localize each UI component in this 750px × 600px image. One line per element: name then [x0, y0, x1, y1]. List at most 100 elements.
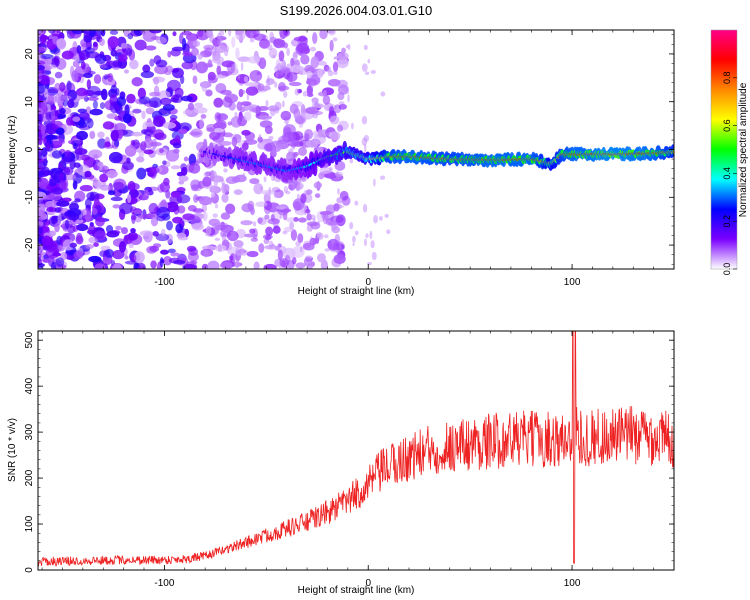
noise-blob [41, 124, 46, 136]
noise-blob [94, 263, 106, 269]
noise-blob [380, 91, 386, 97]
noise-blob [126, 157, 131, 164]
noise-blob [94, 181, 102, 190]
noise-blob [286, 48, 290, 57]
noise-blob [221, 193, 229, 203]
noise-blob [210, 185, 217, 193]
noise-blob [170, 252, 180, 257]
noise-blob [222, 96, 233, 108]
noise-blob [317, 68, 324, 79]
noise-blob [257, 136, 263, 143]
noise-blob [226, 230, 239, 242]
noise-blob [140, 70, 155, 79]
noise-blob [249, 228, 256, 234]
noise-blob [152, 231, 159, 237]
noise-blob [39, 178, 49, 190]
noise-blob [159, 256, 164, 268]
noise-blob [227, 121, 233, 126]
snr-x-ticks: -100 0 100 [41, 331, 675, 589]
noise-blob [132, 209, 143, 215]
noise-blob [167, 248, 176, 254]
noise-blob [59, 171, 64, 182]
noise-blob [99, 102, 106, 110]
noise-blob [274, 81, 278, 88]
noise-blob [150, 216, 159, 227]
noise-blob [159, 181, 171, 193]
noise-blob [269, 31, 274, 40]
noise-blob [335, 250, 340, 254]
noise-blob [144, 45, 157, 51]
noise-blob [38, 83, 46, 94]
noise-blob [267, 75, 270, 84]
noise-blob [68, 212, 80, 221]
noise-blob [329, 131, 341, 141]
colorbar-tick: 0.0 [722, 263, 737, 275]
noise-blob [55, 257, 65, 268]
noise-blob [66, 80, 72, 92]
noise-blob [292, 183, 296, 189]
noise-blob [364, 71, 370, 75]
noise-blob [102, 169, 108, 175]
noise-blob [38, 209, 46, 221]
noise-blob [133, 251, 145, 264]
noise-blob [154, 64, 169, 75]
noise-blob [240, 62, 244, 71]
noise-blob [38, 195, 49, 200]
noise-blob [55, 127, 65, 135]
noise-blob [209, 131, 221, 141]
noise-blob [280, 110, 292, 121]
noise-blob [245, 86, 259, 96]
snr-y-tick-label: 200 [24, 469, 35, 486]
noise-blob [208, 200, 212, 205]
noise-blob [139, 230, 154, 237]
colorbar-label: Normalized spectral amplitude [738, 82, 749, 217]
spectrogram-x-tick-label: -100 [154, 277, 174, 288]
noise-blob [271, 243, 275, 247]
snr-marks [38, 331, 674, 567]
noise-blob [215, 120, 227, 127]
noise-blob [89, 108, 103, 116]
noise-blob [57, 213, 62, 225]
noise-blob [243, 76, 249, 83]
ridge-halo [224, 158, 229, 167]
noise-blob [210, 192, 216, 198]
noise-blob [278, 50, 285, 62]
noise-blob [204, 47, 213, 57]
noise-blob [107, 73, 114, 83]
noise-blob [143, 149, 154, 155]
noise-blob [49, 206, 54, 212]
noise-blob [131, 212, 136, 225]
noise-blob [71, 70, 79, 82]
noise-blob [38, 221, 44, 226]
colorbar-tick: 0.2 [722, 215, 737, 227]
noise-blob [277, 249, 283, 261]
colorbar: 0.0 0.2 0.4 0.6 0.8 Normalized spectral ampl… [710, 29, 749, 275]
noise-blob [93, 178, 99, 183]
noise-blob [172, 67, 184, 79]
noise-blob [149, 166, 160, 174]
noise-blob [110, 49, 117, 57]
noise-blob [159, 97, 172, 106]
noise-blob [337, 92, 345, 101]
noise-blob [273, 38, 285, 49]
noise-blob [47, 94, 55, 106]
noise-blob [242, 172, 246, 179]
noise-blob [76, 130, 89, 141]
noise-blob [51, 138, 66, 146]
noise-blob [118, 202, 133, 215]
noise-blob [361, 115, 368, 125]
noise-blob [265, 235, 272, 241]
colorbar-tick: 0.6 [722, 119, 737, 132]
noise-blob [285, 190, 291, 195]
noise-blob [175, 223, 184, 234]
noise-blob [316, 146, 324, 156]
noise-blob [322, 89, 327, 97]
noise-blob [50, 171, 56, 180]
noise-blob [127, 193, 132, 204]
noise-blob [333, 253, 346, 265]
noise-blob [378, 216, 383, 221]
noise-blob [113, 139, 120, 148]
noise-blob [328, 167, 333, 171]
noise-blob [327, 30, 331, 34]
